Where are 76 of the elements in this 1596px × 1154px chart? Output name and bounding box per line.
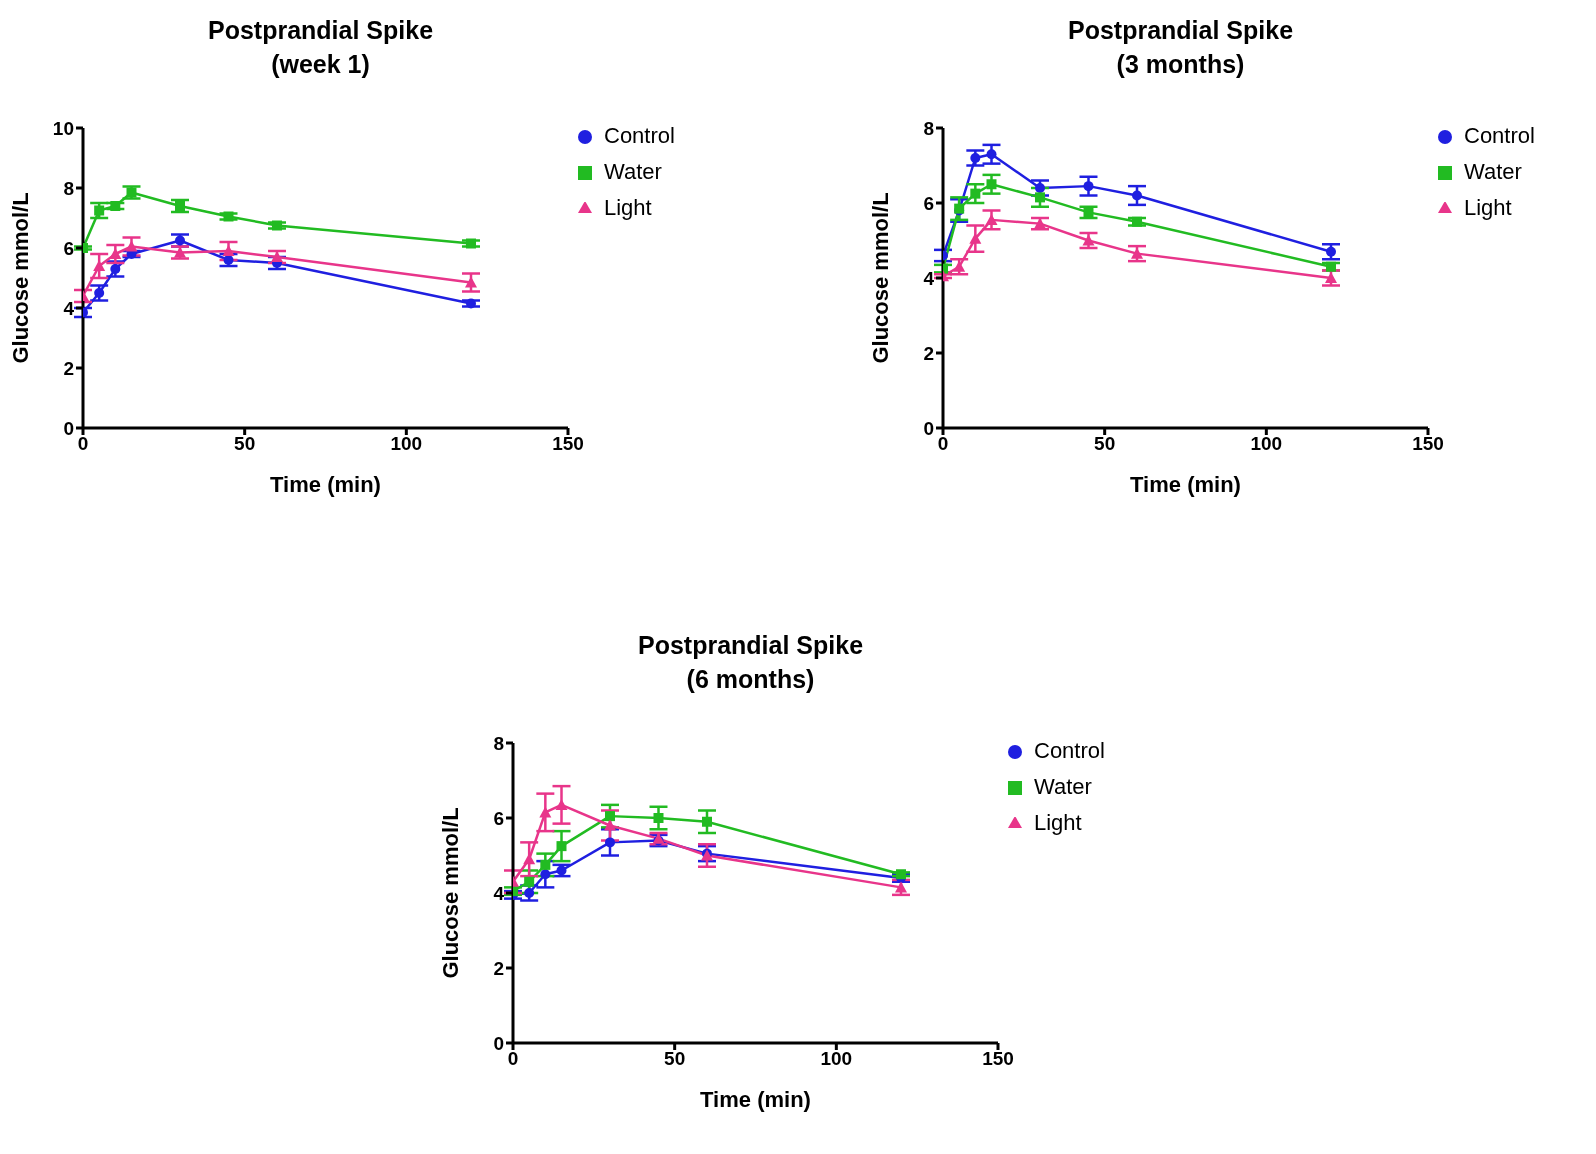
x-tick-label: 150	[982, 1048, 1014, 1070]
legend-label: Control	[1034, 738, 1105, 763]
point	[94, 288, 105, 298]
y-tick-label: 0	[923, 417, 934, 439]
point	[223, 211, 234, 222]
point	[94, 205, 105, 216]
point	[524, 888, 535, 898]
y-tick-label: 8	[63, 177, 74, 199]
x-tick-label: 100	[390, 433, 423, 455]
legend-label: Water	[1034, 774, 1092, 799]
x-tick-label: 100	[820, 1048, 853, 1070]
legend-label: Light	[1464, 195, 1512, 220]
x-tick-label: 150	[1412, 433, 1444, 455]
point	[970, 188, 981, 199]
x-axis-title: Time (min)	[270, 471, 381, 497]
legend-label: Light	[604, 195, 652, 220]
point	[605, 811, 615, 822]
y-axis-title: Glucose mmol/L	[437, 807, 463, 979]
point	[1083, 181, 1094, 192]
y-tick-label: 4	[493, 882, 505, 904]
y-tick-label: 0	[63, 417, 74, 439]
chart-title: Postprandial Spike (6 months)	[636, 630, 865, 695]
x-tick-label: 0	[77, 433, 89, 455]
x-tick-label: 0	[507, 1048, 519, 1070]
point	[110, 201, 121, 211]
point	[1083, 207, 1094, 218]
y-tick-label: 4	[923, 267, 935, 289]
point	[604, 819, 616, 831]
x-tick-label: 100	[1250, 433, 1283, 455]
point	[556, 841, 567, 852]
point	[109, 248, 122, 259]
point	[1035, 192, 1045, 203]
point	[110, 264, 121, 274]
point	[540, 859, 551, 870]
x-tick-label: 0	[937, 433, 949, 455]
chart-title: Postprandial Spike (3 months)	[1066, 15, 1295, 80]
point	[126, 187, 137, 198]
legend-label: Water	[604, 159, 662, 184]
legend-label: Light	[1034, 810, 1082, 835]
y-tick-label: 6	[493, 807, 504, 829]
point	[605, 837, 615, 848]
point	[970, 153, 981, 163]
y-axis-title: Glucose mmol/L	[867, 192, 893, 364]
y-tick-label: 4	[63, 297, 75, 319]
y-axis-title: Glucose mmol/L	[7, 192, 33, 364]
y-tick-label: 2	[923, 342, 934, 364]
point	[540, 869, 551, 880]
point	[702, 816, 712, 827]
point	[653, 813, 664, 823]
y-tick-label: 6	[63, 237, 74, 259]
point	[556, 865, 567, 876]
x-tick-label: 50	[234, 433, 256, 455]
point	[986, 149, 997, 160]
x-tick-label: 50	[664, 1048, 686, 1070]
y-tick-label: 0	[493, 1032, 504, 1054]
x-tick-label: 150	[552, 433, 584, 455]
point	[895, 881, 907, 893]
x-axis-title: Time (min)	[1130, 471, 1241, 497]
chart-title: Postprandial Spike (week 1)	[206, 15, 435, 80]
y-tick-label: 8	[923, 117, 934, 139]
point	[986, 179, 997, 190]
y-tick-label: 8	[493, 732, 504, 754]
x-tick-label: 50	[1094, 433, 1116, 455]
x-axis-title: Time (min)	[700, 1086, 811, 1112]
y-tick-label: 10	[52, 117, 74, 139]
point	[223, 255, 234, 265]
y-tick-label: 2	[493, 957, 504, 979]
y-tick-label: 6	[923, 192, 934, 214]
y-tick-label: 2	[63, 357, 74, 379]
point	[93, 260, 106, 271]
legend-label: Control	[1464, 123, 1535, 148]
point	[222, 245, 235, 256]
point	[1132, 190, 1142, 201]
legend-label: Control	[604, 123, 675, 148]
point	[524, 876, 535, 887]
legend-label: Water	[1464, 159, 1522, 184]
